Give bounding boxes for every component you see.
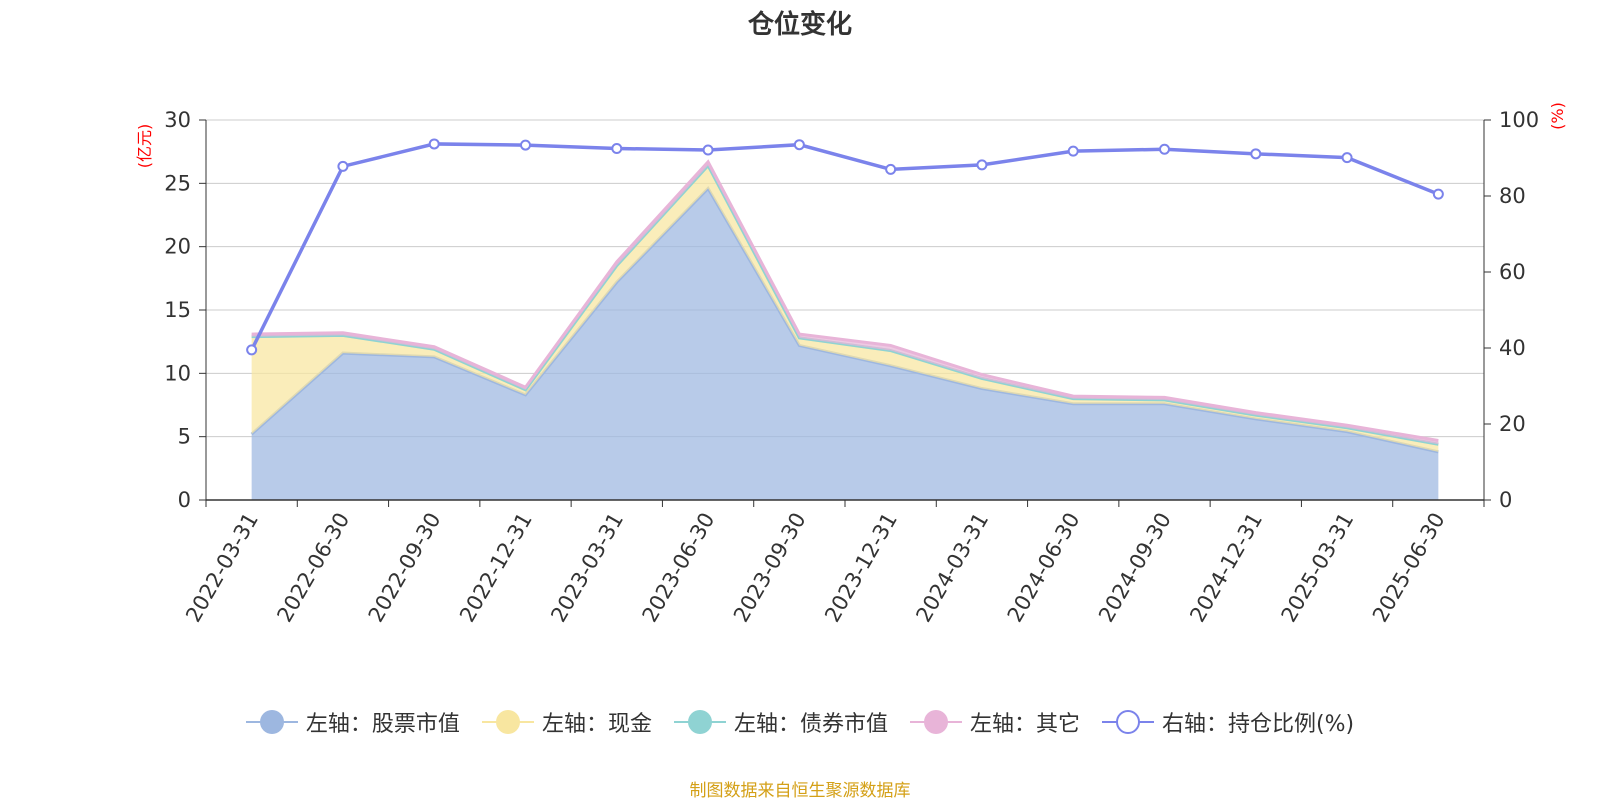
- x-tick-label: 2023-12-31: [820, 509, 902, 627]
- holding-ratio-line: [246, 138, 1444, 356]
- x-tick-label: 2023-09-30: [729, 509, 811, 627]
- right-tick-label: 80: [1499, 184, 1526, 208]
- area-左轴：股票市值: [251, 188, 1439, 500]
- ratio-point: [793, 139, 805, 151]
- right-tick-label: 60: [1499, 260, 1526, 284]
- ratio-point: [1159, 143, 1170, 155]
- x-tick-label: 2024-12-31: [1185, 509, 1267, 627]
- legend-item[interactable]: 左轴：股票市值: [245, 706, 460, 738]
- x-tick-label: 2024-09-30: [1094, 509, 1176, 627]
- x-tick-label: 2025-03-31: [1277, 509, 1359, 627]
- x-tick-label: 2023-03-31: [546, 509, 628, 627]
- legend-marker: [909, 709, 962, 735]
- left-tick-label: 10: [164, 361, 191, 385]
- ratio-point: [611, 143, 623, 154]
- left-axis-unit: (亿元): [135, 124, 154, 169]
- legend-marker: [245, 709, 298, 735]
- right-tick-label: 20: [1499, 412, 1526, 436]
- left-tick-label: 5: [178, 425, 191, 449]
- legend-marker: [673, 709, 726, 735]
- ratio-point: [885, 163, 897, 175]
- ratio-point: [702, 144, 714, 156]
- ratio-point: [520, 139, 531, 151]
- ratio-point: [246, 344, 258, 356]
- area-edge-左轴：其它: [251, 159, 1439, 442]
- x-tick-label: 2022-06-30: [272, 509, 354, 627]
- legend-label: 右轴：持仓比例(%): [1161, 712, 1355, 737]
- ratio-point: [1067, 145, 1079, 157]
- x-tick-label: 2022-09-30: [364, 509, 446, 627]
- x-tick-label: 2024-06-30: [1003, 509, 1085, 627]
- x-tick-label: 2024-03-31: [911, 509, 993, 627]
- right-tick-label: 100: [1499, 108, 1539, 132]
- ratio-point: [337, 160, 349, 172]
- ratio-line: [250, 142, 1440, 351]
- left-tick-label: 0: [178, 488, 191, 512]
- legend-label: 左轴：其它: [969, 712, 1080, 737]
- legend-marker: [481, 709, 534, 735]
- stacked-areas: [250, 159, 1439, 500]
- chart-title: 仓位变化: [747, 10, 852, 40]
- data-source: 制图数据来自恒生聚源数据库: [689, 781, 911, 801]
- ratio-point: [976, 159, 988, 171]
- legend: 左轴：股票市值 左轴：现金 左轴：债券市值 左轴：其它 右轴：持仓比例(%): [0, 706, 1600, 738]
- x-tick-label: 2022-12-31: [455, 509, 537, 627]
- left-tick-label: 15: [164, 298, 191, 322]
- legend-label: 左轴：债券市值: [733, 712, 888, 737]
- right-tick-label: 0: [1499, 488, 1512, 512]
- left-tick-label: 25: [164, 171, 191, 195]
- x-tick-label: 2023-06-30: [638, 509, 720, 627]
- left-tick-label: 20: [164, 235, 191, 259]
- ratio-point: [1432, 188, 1444, 200]
- ratio-point: [1341, 152, 1353, 164]
- right-axis-unit: (%): [1548, 102, 1567, 130]
- legend-item[interactable]: 右轴：持仓比例(%): [1101, 706, 1355, 738]
- ratio-point: [1250, 148, 1262, 160]
- legend-item[interactable]: 左轴：现金: [481, 706, 652, 738]
- legend-item[interactable]: 左轴：其它: [909, 706, 1080, 738]
- legend-marker: [1101, 709, 1154, 735]
- legend-label: 左轴：股票市值: [305, 712, 460, 737]
- left-tick-label: 30: [164, 108, 191, 132]
- ratio-point: [428, 138, 440, 150]
- legend-label: 左轴：现金: [541, 712, 652, 737]
- x-tick-label: 2022-03-31: [181, 509, 263, 627]
- legend-item[interactable]: 左轴：债券市值: [673, 706, 888, 738]
- right-tick-label: 40: [1499, 336, 1526, 360]
- x-tick-label: 2025-06-30: [1368, 509, 1450, 627]
